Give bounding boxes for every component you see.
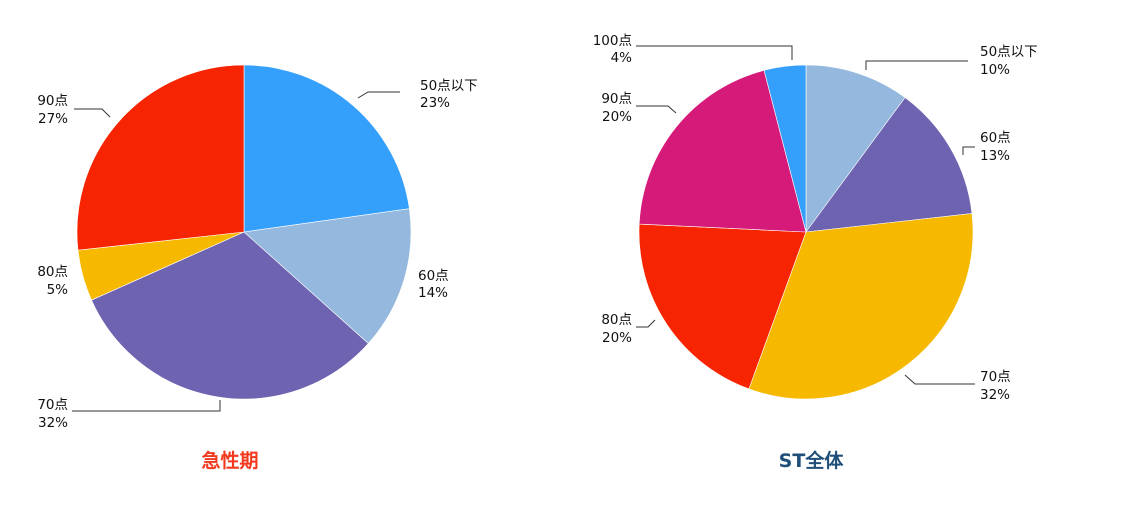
slice-label-80: 80点 xyxy=(37,264,68,280)
chart-title-st-overall: ST全体 xyxy=(779,449,845,472)
slice-label-70: 70点 xyxy=(980,369,1011,385)
slice-percent-100: 4% xyxy=(611,50,633,66)
pie-chart-st-overall: 100点 4% 50点以下 10% 90点 20% 60点 13% 80点 20… xyxy=(593,33,1038,472)
slice-percent-below50: 23% xyxy=(420,95,450,111)
leader-line-below50 xyxy=(357,91,400,99)
chart-title-acute: 急性期 xyxy=(201,449,258,472)
slice-label-90: 90点 xyxy=(37,93,68,109)
slice-label-below50: 50点以下 xyxy=(420,78,478,94)
pie-slices xyxy=(76,64,412,400)
pie-slice-1-0 xyxy=(805,64,906,233)
slice-label-90: 90点 xyxy=(601,91,632,107)
slice-label-80: 80点 xyxy=(601,312,632,328)
slice-percent-70: 32% xyxy=(38,415,68,431)
leader-line-90 xyxy=(636,105,677,114)
leader-line-100 xyxy=(636,45,793,60)
pie-slice-1-3 xyxy=(638,223,807,390)
leader-line-90 xyxy=(74,108,111,118)
slice-percent-80: 5% xyxy=(47,282,69,298)
pie-chart-acute: 50点以下 23% 60点 14% 70点 32% 80点 5% 90点 27%… xyxy=(37,64,478,472)
pie-slice-0-0 xyxy=(243,64,410,233)
slice-label-70: 70点 xyxy=(37,397,68,413)
slice-percent-90: 20% xyxy=(602,109,632,125)
pie-slice-1-4 xyxy=(638,69,807,233)
leader-line-70 xyxy=(904,374,975,385)
pie-slice-0-4 xyxy=(76,64,245,251)
slice-percent-below50: 10% xyxy=(980,62,1010,78)
slice-percent-70: 32% xyxy=(980,387,1010,403)
slice-label-100: 100点 xyxy=(593,33,632,49)
leader-line-80 xyxy=(636,319,656,328)
pie-slice-1-1 xyxy=(805,97,973,233)
leader-line-70 xyxy=(72,400,221,412)
slice-label-60: 60点 xyxy=(980,130,1011,146)
slice-percent-80: 20% xyxy=(602,330,632,346)
pie-slices xyxy=(638,64,974,400)
leader-line-below50 xyxy=(865,60,968,70)
pie-slice-1-2 xyxy=(748,213,974,400)
slice-label-60: 60点 xyxy=(418,268,449,284)
slice-percent-60: 14% xyxy=(418,285,448,301)
pie-slice-1-5 xyxy=(763,64,807,233)
pie-slice-0-2 xyxy=(91,231,369,400)
leader-line-60 xyxy=(962,146,975,155)
pie-slice-0-1 xyxy=(243,208,412,344)
slice-percent-60: 13% xyxy=(980,148,1010,164)
slice-label-below50: 50点以下 xyxy=(980,44,1038,60)
slice-percent-90: 27% xyxy=(38,111,68,127)
